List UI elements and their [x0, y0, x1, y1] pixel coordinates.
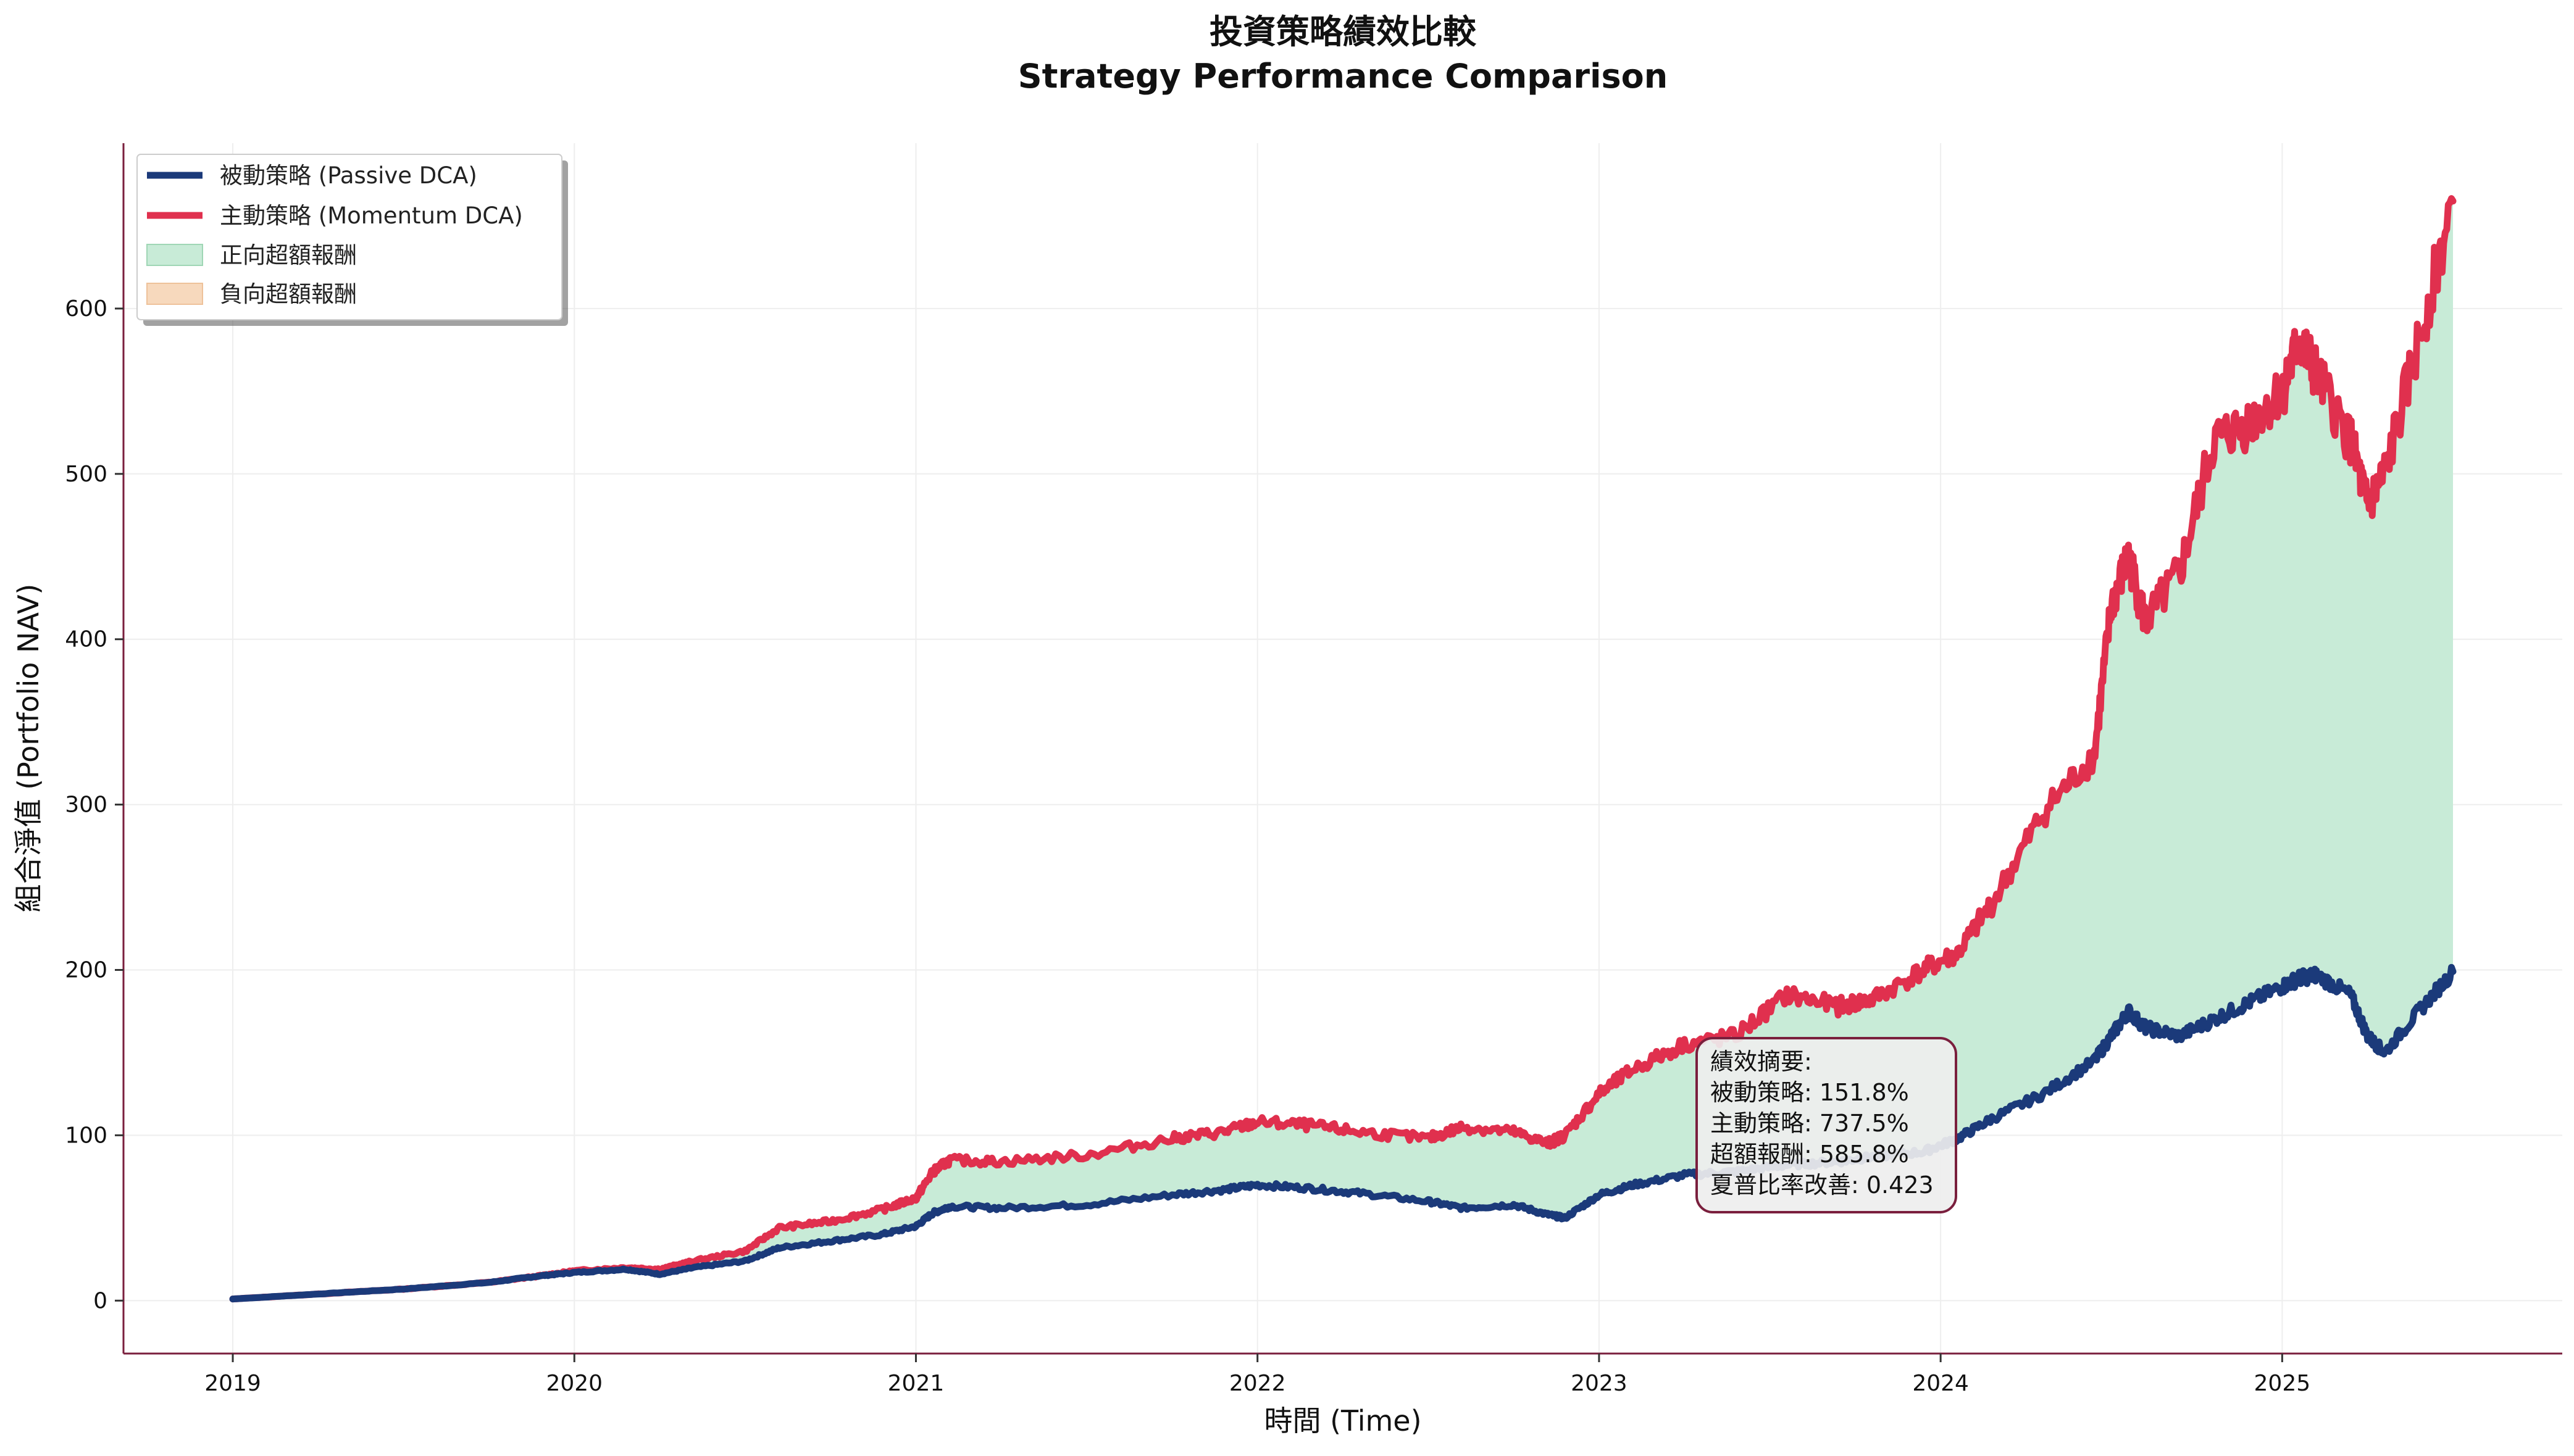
summary-box-frame: [1695, 1037, 1957, 1213]
legend-label-passive: 被動策略 (Passive DCA): [220, 162, 477, 189]
series-line-passive-dca: [229, 963, 2457, 1303]
legend: 被動策略 (Passive DCA) 主動策略 (Momentum DCA) 正…: [136, 154, 568, 326]
y-tick-label: 0: [93, 1288, 107, 1313]
x-axis-label: 時間 (Time): [1264, 1404, 1421, 1437]
x-tick-label: 2021: [888, 1371, 945, 1396]
legend-item-positive-excess: 正向超額報酬: [146, 242, 357, 268]
summary-line-passive: 被動策略: 151.8%: [1710, 1079, 1909, 1106]
x-tick-label: 2020: [546, 1371, 603, 1396]
summary-line-excess: 超額報酬: 585.8%: [1710, 1141, 1909, 1168]
y-tick-label: 300: [65, 792, 107, 818]
performance-summary-box: 績效摘要: 被動策略: 151.8% 主動策略: 737.5% 超額報酬: 58…: [1695, 1037, 1957, 1213]
x-tick-label: 2024: [1912, 1371, 1969, 1396]
y-tick-label: 200: [65, 957, 107, 983]
legend-item-passive: 被動策略 (Passive DCA): [147, 162, 477, 189]
summary-line-sharpe: 夏普比率改善: 0.423: [1710, 1171, 1934, 1199]
y-axis-ticks: 0 100 200 300 400 500 600: [65, 296, 123, 1313]
legend-box: [136, 154, 562, 320]
summary-heading: 績效摘要:: [1710, 1048, 1812, 1075]
legend-swatch-positive-excess: [146, 244, 203, 266]
y-tick-label: 500: [65, 462, 107, 487]
legend-item-negative-excess: 負向超額報酬: [146, 281, 357, 307]
summary-line-active: 主動策略: 737.5%: [1710, 1110, 1909, 1137]
positive-excess-fill: [233, 198, 2453, 1299]
x-axis-ticks: 2019 2020 2021 2022 2023 2024 2025: [204, 1354, 2310, 1396]
y-tick-label: 600: [65, 296, 107, 322]
legend-label-positive-excess: 正向超額報酬: [220, 242, 357, 268]
x-tick-label: 2025: [2254, 1371, 2311, 1396]
y-axis-label: 組合淨值 (Portfolio NAV): [12, 584, 45, 913]
y-tick-label: 100: [65, 1123, 107, 1148]
series-line-momentum-dca: [229, 195, 2457, 1303]
x-tick-label: 2019: [204, 1371, 261, 1396]
chart-title: 投資策略績效比較: [1210, 12, 1477, 51]
chart-subtitle: Strategy Performance Comparison: [1018, 57, 1668, 96]
legend-swatch-negative-excess: [146, 283, 203, 305]
y-tick-label: 400: [65, 627, 107, 652]
legend-item-momentum: 主動策略 (Momentum DCA): [147, 202, 523, 229]
legend-label-negative-excess: 負向超額報酬: [220, 281, 357, 307]
x-tick-label: 2023: [1571, 1371, 1628, 1396]
x-tick-label: 2022: [1229, 1371, 1286, 1396]
legend-label-momentum: 主動策略 (Momentum DCA): [220, 202, 523, 229]
